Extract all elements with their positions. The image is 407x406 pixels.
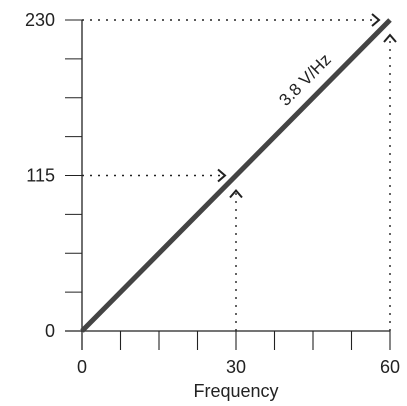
slope-annotation: 3.8 V/Hz [275,50,334,110]
axes [65,20,390,350]
tick-labels: 0 30 60 0 115 230 [25,10,400,377]
h-guide-arrow-60 [371,13,381,27]
series-line-0 [80,18,392,333]
y-tick-label-230: 230 [25,10,55,30]
x-tick-label-60: 60 [380,357,400,377]
x-tick-label-0: 0 [77,357,87,377]
y-tick-label-115: 115 [26,166,55,186]
series-group [80,18,392,333]
h-guide-arrow-30 [217,168,227,183]
y-tick-label-0: 0 [45,321,55,341]
x-tick-label-30: 30 [226,357,246,377]
axis-ticks [65,19,391,350]
x-axis-title: Frequency [193,381,278,401]
v-guide-arrow-30 [229,188,243,199]
v-guide-arrow-60 [383,33,397,43]
reference-guides [82,13,397,331]
